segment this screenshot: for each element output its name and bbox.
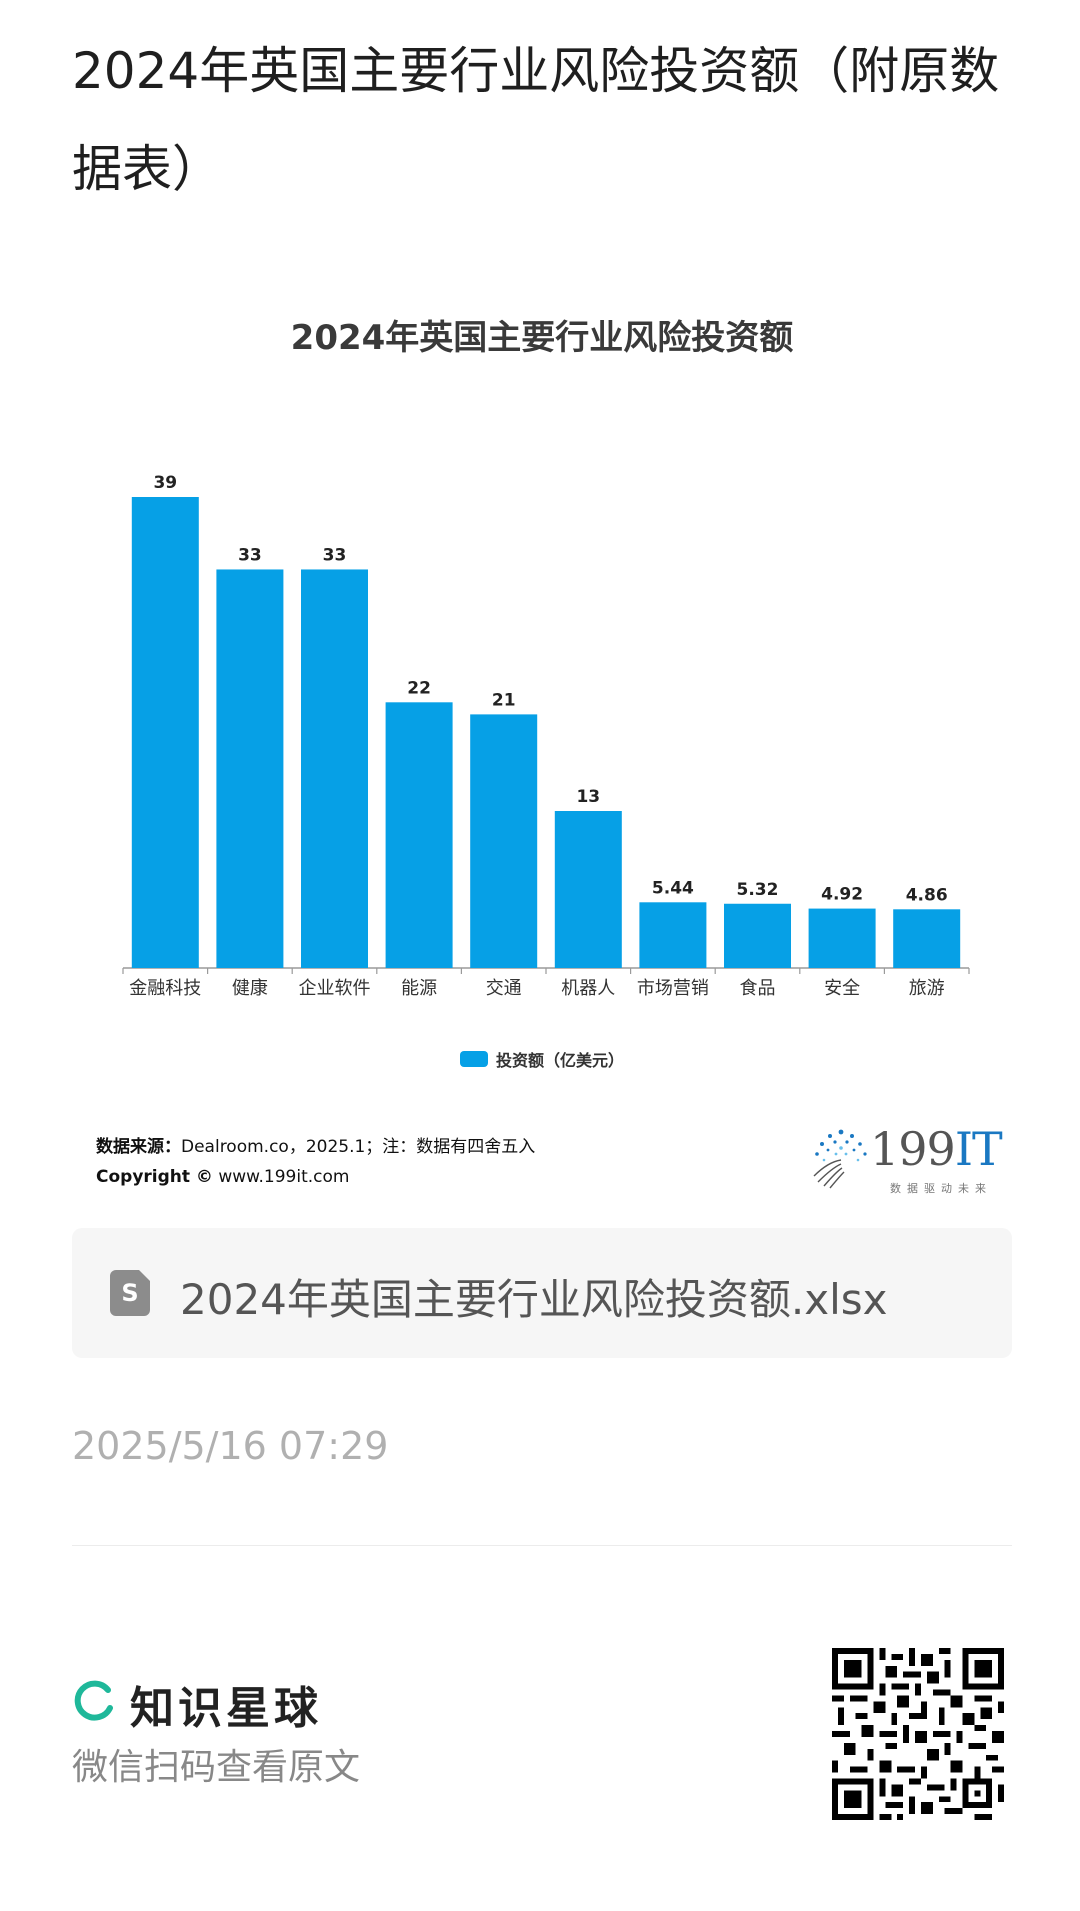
- planet-ring-icon: [74, 1680, 113, 1721]
- x-tick-label: 食品: [740, 978, 776, 999]
- copyright-site[interactable]: www.199it.com: [218, 1167, 350, 1187]
- chart-card: 2024年英国主要行业风险投资额 39 金融科技 33 健康 33 企业软件 22 能源 21 交…: [72, 272, 1012, 1202]
- copyright-label: Copyright ©: [96, 1167, 213, 1187]
- app-name: 知识星球: [130, 1683, 322, 1734]
- x-tick-label: 健康: [232, 978, 268, 999]
- file-name: 2024年英国主要行业风险投资额.xlsx: [180, 1275, 888, 1324]
- x-tick-label: 机器人: [561, 978, 615, 999]
- source-label: 数据来源：: [96, 1137, 181, 1157]
- attachment-file[interactable]: S 2024年英国主要行业风险投资额.xlsx: [72, 1228, 1012, 1358]
- bar-value-label: 13: [576, 787, 600, 807]
- divider: [72, 1545, 1012, 1546]
- bar: [301, 569, 368, 968]
- bar: [724, 903, 791, 968]
- legend-label: 投资额（亿美元）: [495, 1051, 624, 1070]
- spreadsheet-file-icon: S: [110, 1270, 150, 1316]
- bar-value-label: 33: [323, 545, 347, 565]
- chart-legend: 投资额（亿美元）: [72, 1047, 1012, 1071]
- bar-value-label: 4.92: [821, 885, 863, 905]
- bar: [808, 908, 876, 968]
- x-tick-label: 能源: [401, 978, 437, 999]
- bar: [554, 811, 622, 968]
- bar-value-label: 22: [407, 678, 431, 698]
- bar-value-label: 39: [153, 473, 177, 493]
- bar: [893, 909, 961, 968]
- bar-value-label: 4.86: [906, 885, 948, 905]
- brand-name: 199IT: [870, 1122, 1003, 1176]
- bar-value-label: 33: [238, 545, 262, 565]
- bar-chart: 39 金融科技 33 健康 33 企业软件 22 能源 21 交通 13 机器人 5.44 市场营销 5.3…: [122, 473, 970, 999]
- post-timestamp: 2025/5/16 07:29: [72, 1424, 389, 1468]
- bar-value-label: 21: [492, 690, 516, 710]
- chart-title: 2024年英国主要行业风险投资额: [290, 318, 794, 358]
- source-text: Dealroom.co，2025.1；注：数据有四舍五入: [181, 1137, 536, 1157]
- bar: [470, 714, 538, 968]
- x-tick-label: 旅游: [909, 978, 945, 999]
- legend-swatch: [459, 1051, 488, 1067]
- x-tick-label: 市场营销: [637, 978, 709, 999]
- x-tick-label: 安全: [824, 978, 860, 999]
- x-tick-label: 企业软件: [299, 978, 371, 999]
- bar: [639, 902, 707, 968]
- bar-value-label: 5.32: [737, 880, 779, 900]
- source-note: 数据来源：Dealroom.co，2025.1；注：数据有四舍五入 Copyri…: [96, 1132, 535, 1192]
- bar: [131, 497, 199, 968]
- x-tick-label: 金融科技: [129, 978, 201, 999]
- scan-hint: 微信扫码查看原文: [72, 1747, 361, 1788]
- bar: [385, 702, 453, 968]
- bar: [216, 569, 284, 968]
- x-tick-label: 交通: [486, 978, 522, 999]
- dandelion-logo-icon: [813, 1129, 867, 1189]
- brand-logo: 199IT 数据驱动未来: [808, 1120, 1003, 1200]
- qr-code-icon[interactable]: [832, 1648, 1004, 1820]
- bar-value-label: 5.44: [652, 878, 694, 898]
- brand-slogan: 数据驱动未来: [890, 1182, 992, 1195]
- page-title: 2024年英国主要行业风险投资额（附原数据表）: [72, 42, 1000, 198]
